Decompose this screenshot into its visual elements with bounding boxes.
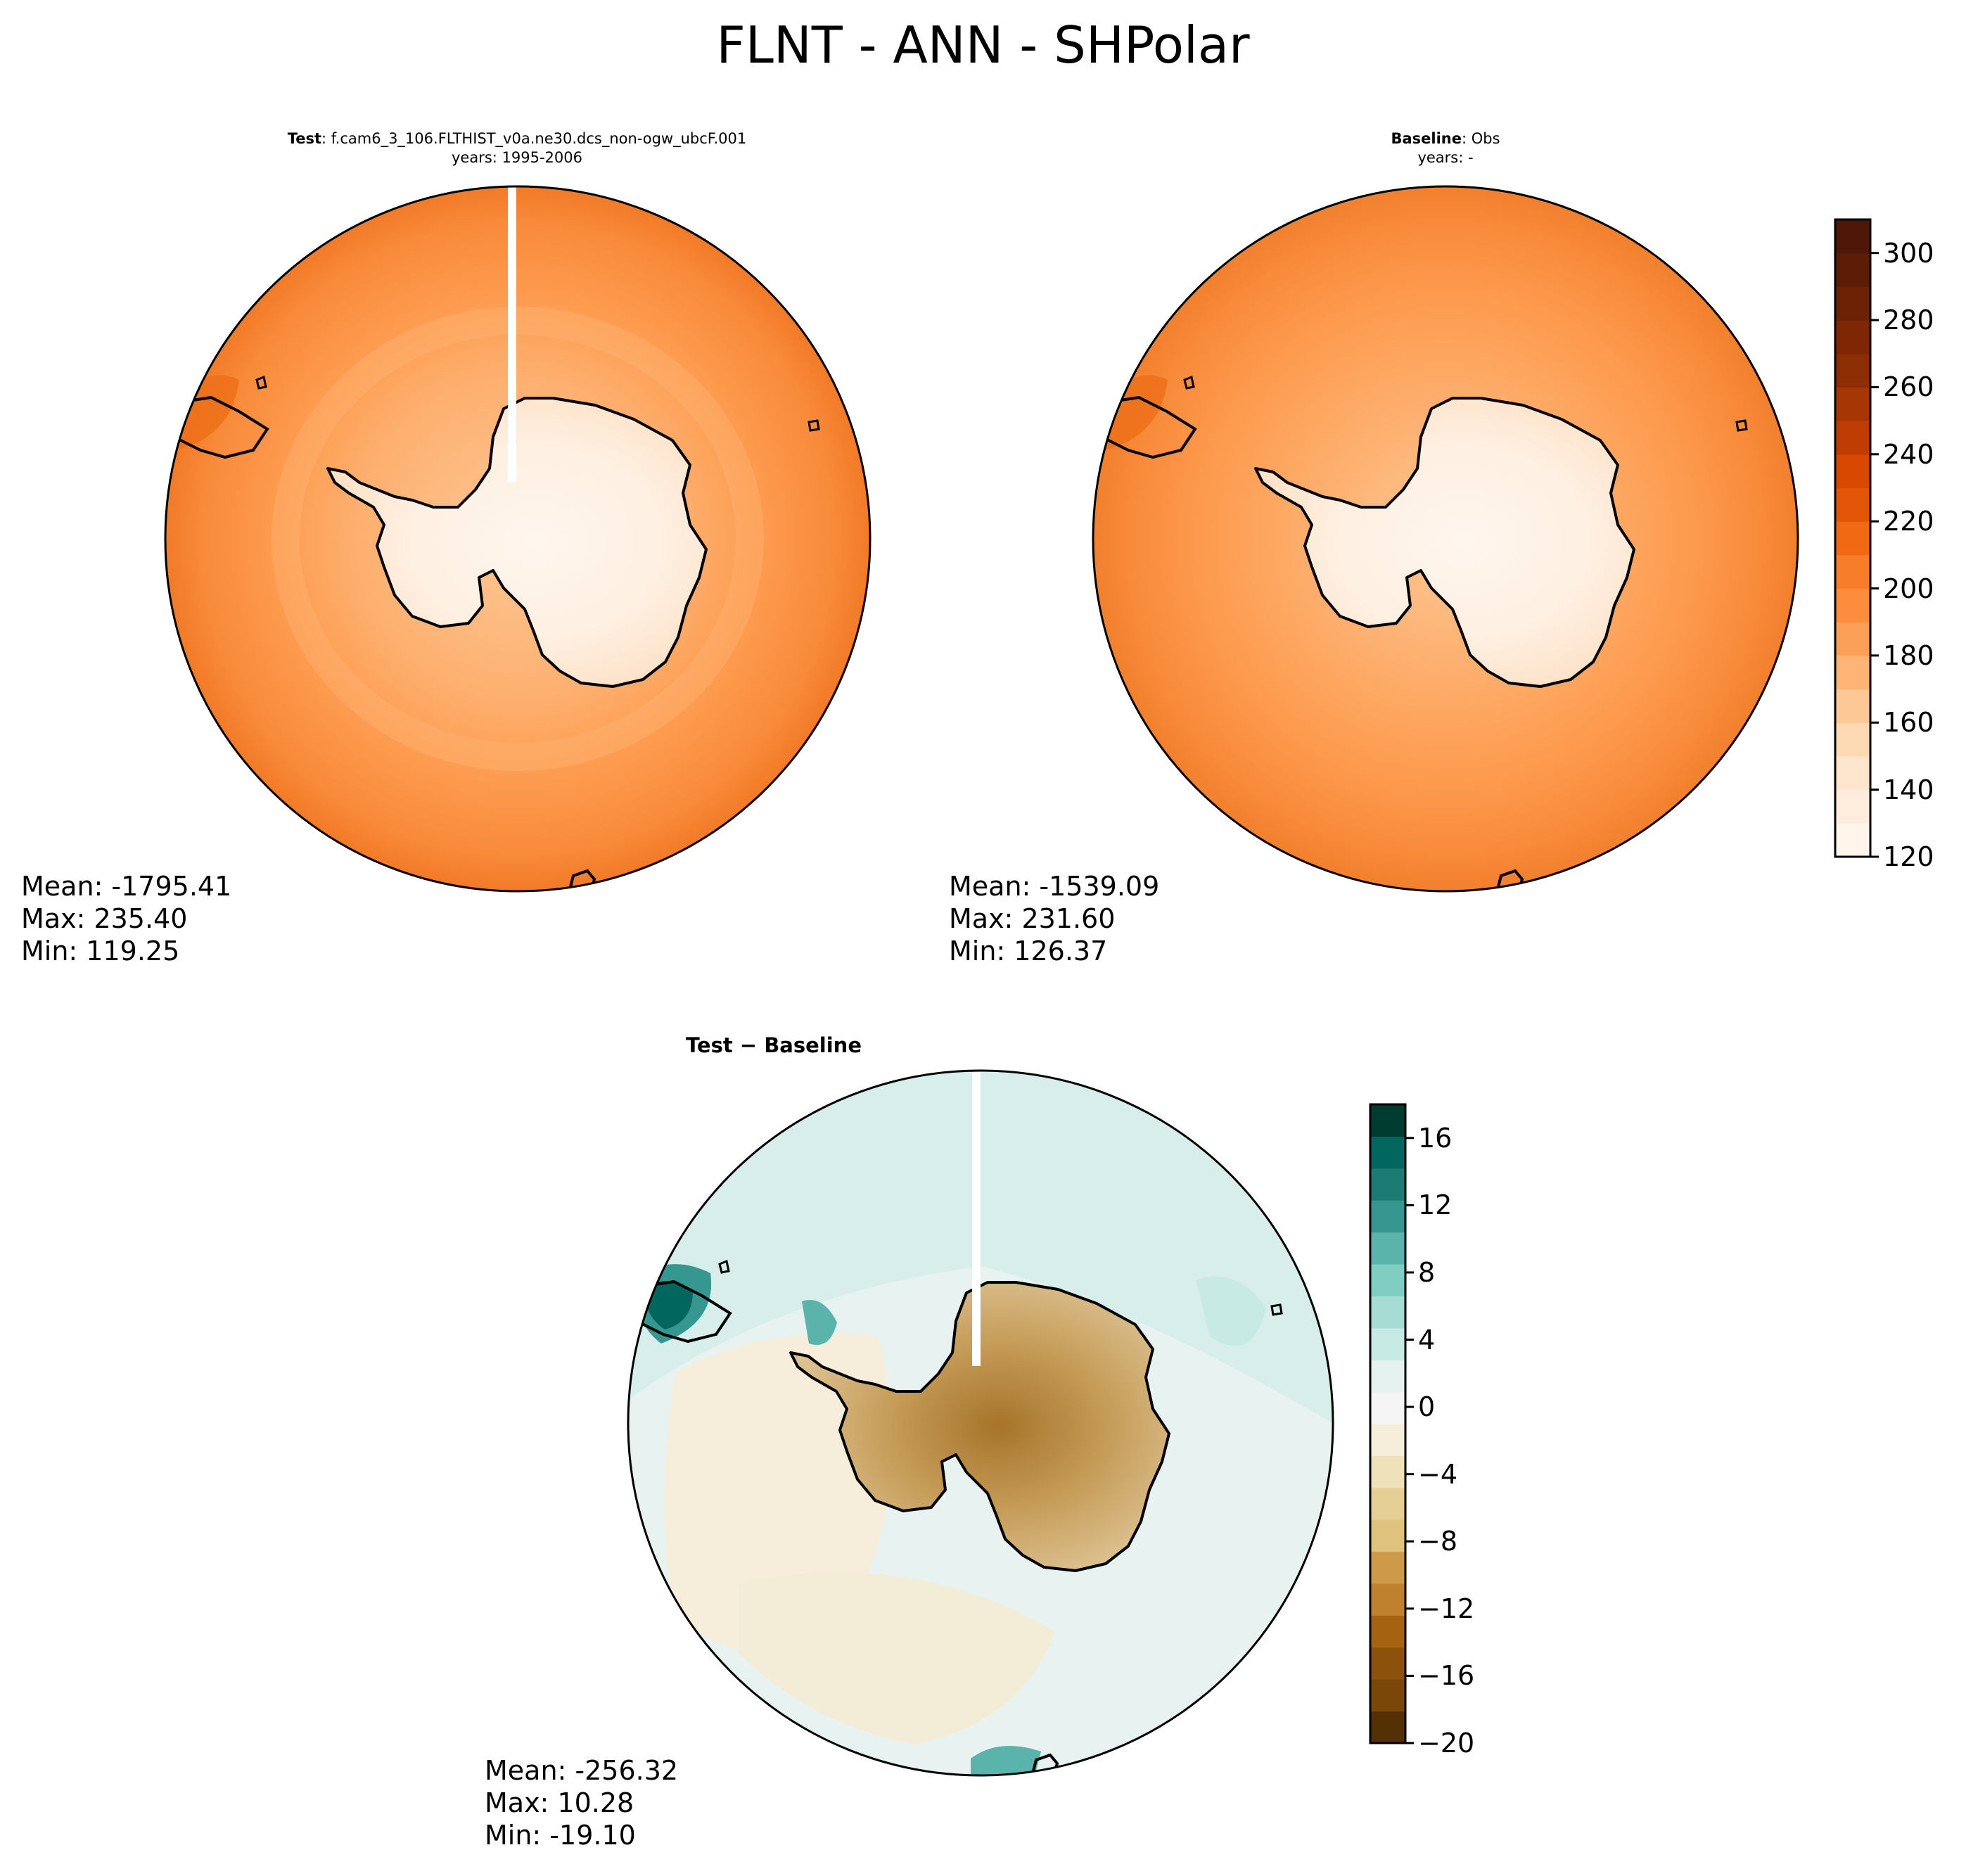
main-colorbar-segment [1835,789,1870,824]
diff-colorbar-segment [1370,1391,1405,1424]
diff-title-bold: Test − Baseline [685,1033,862,1057]
diff-colorbar-segment [1370,1360,1405,1393]
test-title-rest: : f.cam6_3_106.FLTHIST_v0a.ne30.dcs_non-… [321,130,747,147]
main-colorbar-segment [1835,823,1870,857]
main-colorbar-segment [1835,554,1870,589]
test-min: Min: 119.25 [21,936,180,966]
diff-map-border [627,1069,1334,1777]
test-panel-title: Test: f.cam6_3_106.FLTHIST_v0a.ne30.dcs_… [211,129,823,167]
diff-colorbar-segment [1370,1647,1405,1680]
baseline-max: Max: 231.60 [949,903,1116,934]
main-colorbar-tick-label: 300 [1883,237,1934,269]
main-colorbar-tick-label: 120 [1883,841,1934,872]
test-max: Max: 235.40 [21,903,188,934]
diff-colorbar-segment [1370,1264,1405,1296]
main-colorbar-tick-label: 140 [1883,774,1934,805]
main-colorbar-segment [1835,353,1870,388]
baseline-mean: Mean: -1539.09 [949,871,1160,902]
test-subtitle: years: 1995-2006 [451,149,582,166]
main-colorbar-segment [1835,588,1870,623]
diff-colorbar-frame [1369,1103,1407,1744]
diff-colorbar-segment [1370,1232,1405,1265]
main-colorbar-segment [1835,722,1870,757]
diff-colorbar-segment [1370,1711,1405,1744]
main-colorbar-segment [1835,622,1870,656]
diff-colorbar-segment [1370,1615,1405,1648]
main-colorbar-segment [1835,320,1870,355]
main-colorbar-segment [1835,253,1870,287]
diff-colorbar-segment [1370,1551,1405,1584]
diff-colorbar-segment [1370,1487,1405,1520]
diff-colorbar-segment [1370,1519,1405,1552]
diff-mean: Mean: -256.32 [485,1755,679,1786]
diff-colorbar-segment [1370,1424,1405,1456]
main-colorbar-segment [1835,421,1870,455]
diff-colorbar-tick-label: −16 [1418,1660,1475,1692]
diff-colorbar-tick-label: 16 [1418,1122,1453,1154]
diff-map [628,1071,1333,1775]
test-map [165,186,870,891]
main-colorbar-frame [1834,218,1872,858]
test-title-bold: Test [287,130,322,147]
baseline-map-border [1092,185,1799,893]
diff-colorbar-segment [1370,1136,1405,1169]
test-stats: Mean: -1795.41 Max: 235.40 Min: 119.25 [21,870,231,967]
diff-colorbar-segment [1370,1583,1405,1616]
main-colorbar-segment [1835,655,1870,690]
diff-colorbar-tick-label: −20 [1418,1728,1475,1759]
test-map-border [164,185,872,893]
diff-colorbar-segment [1370,1327,1405,1360]
main-colorbar-tick-label: 200 [1883,573,1934,604]
main-colorbar-tick-label: 280 [1883,305,1934,336]
baseline-title-rest: : Obs [1461,130,1500,147]
main-colorbar-segment [1835,286,1870,321]
baseline-min: Min: 126.37 [949,936,1108,966]
main-colorbar-segment [1835,689,1870,723]
diff-colorbar [1369,1103,1414,1744]
main-colorbar-tick-label: 180 [1883,639,1934,671]
main-colorbar-segment [1835,219,1870,254]
diff-max: Max: 10.28 [485,1787,634,1818]
main-colorbar-segment [1835,387,1870,421]
baseline-title-bold: Baseline [1391,130,1462,147]
figure-title: FLNT - ANN - SHPolar [716,15,1250,75]
main-colorbar-segment [1835,755,1870,791]
diff-colorbar-tick-label: −4 [1418,1458,1458,1490]
diff-colorbar-tick-label: −12 [1418,1593,1475,1624]
diff-colorbar-tick-label: 4 [1418,1324,1436,1355]
main-colorbar-tick-label: 240 [1883,438,1934,470]
main-colorbar-tick-label: 220 [1883,506,1934,537]
test-mean: Mean: -1795.41 [21,871,232,902]
diff-colorbar-tick-label: −8 [1418,1526,1458,1557]
diff-colorbar-segment [1370,1455,1405,1488]
diff-min: Min: -19.10 [485,1820,636,1851]
main-colorbar-segment [1835,454,1870,489]
diff-panel-title: Test − Baseline [584,1033,964,1058]
diff-colorbar-segment [1370,1200,1405,1233]
diff-colorbar-segment [1370,1168,1405,1201]
main-colorbar-tick-label: 160 [1883,707,1934,739]
baseline-map [1093,186,1798,891]
main-colorbar-segment [1835,521,1870,556]
diff-stats: Mean: -256.32 Max: 10.28 Min: -19.10 [485,1754,678,1851]
baseline-stats: Mean: -1539.09 Max: 231.60 Min: 126.37 [949,870,1159,967]
diff-colorbar-tick-label: 0 [1418,1391,1436,1423]
diff-colorbar-tick-label: 12 [1418,1189,1453,1221]
diff-colorbar-tick-label: 8 [1418,1256,1436,1288]
main-colorbar [1834,218,1879,858]
baseline-panel-title: Baseline: Obs years: - [1287,129,1604,167]
main-colorbar-tick-label: 260 [1883,371,1934,403]
main-colorbar-segment [1835,487,1870,522]
baseline-subtitle: years: - [1417,149,1474,166]
diff-colorbar-segment [1370,1296,1405,1329]
diff-colorbar-segment [1370,1679,1405,1712]
diff-colorbar-segment [1370,1104,1405,1137]
